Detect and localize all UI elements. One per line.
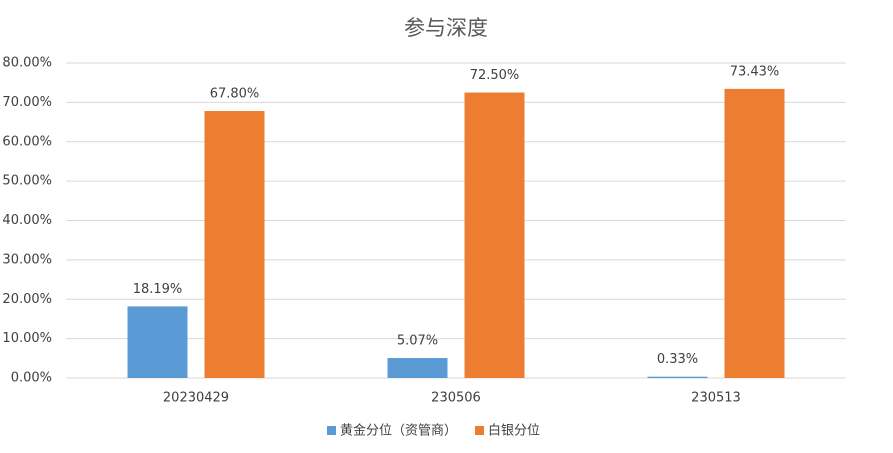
bar	[127, 306, 188, 378]
y-tick-label: 80.00%	[2, 56, 52, 71]
data-label: 5.07%	[397, 334, 438, 349]
data-label: 18.19%	[133, 282, 183, 297]
x-tick-label: 230506	[431, 391, 481, 406]
legend-swatch	[327, 426, 336, 435]
bar	[464, 92, 525, 378]
data-label: 73.43%	[730, 64, 780, 79]
legend-swatch	[475, 426, 485, 435]
chart-title: 参与深度	[404, 16, 488, 40]
legend-label: 黄金分位（资管商）	[340, 423, 457, 439]
y-tick-label: 30.00%	[2, 252, 52, 267]
y-tick-label: 40.00%	[2, 213, 52, 228]
bar	[204, 111, 265, 378]
y-tick-label: 60.00%	[2, 134, 52, 149]
y-tick-label: 70.00%	[2, 95, 52, 110]
bar	[387, 358, 448, 378]
x-tick-label: 230513	[691, 391, 741, 406]
bar	[647, 376, 708, 378]
data-label: 0.33%	[657, 352, 698, 367]
y-tick-label: 50.00%	[2, 174, 52, 189]
x-tick-label: 20230429	[163, 391, 229, 406]
y-tick-label: 20.00%	[2, 292, 52, 307]
data-label: 67.80%	[210, 87, 260, 102]
legend-label: 白银分位	[488, 423, 540, 439]
bar	[724, 88, 785, 378]
data-label: 72.50%	[470, 68, 520, 83]
y-tick-label: 10.00%	[2, 331, 52, 346]
y-tick-label: 0.00%	[11, 371, 52, 386]
